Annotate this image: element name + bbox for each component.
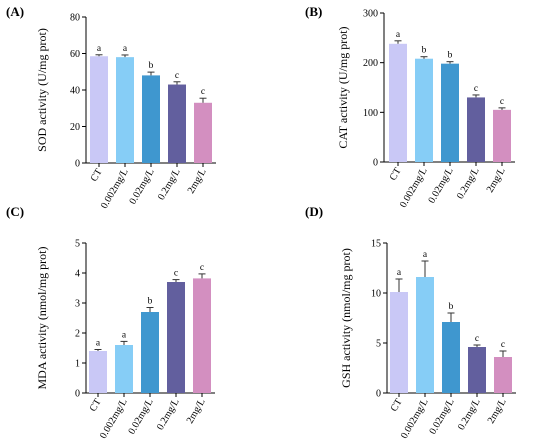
x-tick-label: 2mg/L (485, 166, 508, 195)
x-tick-label: 2mg/L (185, 397, 208, 426)
bar (467, 97, 485, 162)
y-axis-label: CAT activity (U/mg prot) (336, 26, 350, 148)
y-tick-label: 1 (75, 359, 80, 370)
panel-4: (D) GSH activity (nmol/mg prot) 0 5 10 15 a CT a… (305, 204, 516, 441)
x-tick-label: 0.2mg/L (156, 167, 183, 202)
panel-label: (B) (305, 4, 322, 19)
significance-label: c (201, 87, 205, 97)
panel-label: (C) (6, 204, 24, 219)
y-tick-label: 15 (371, 239, 381, 250)
x-tick-label: 0.02mg/L (426, 166, 455, 205)
y-tick-label: 60 (70, 49, 80, 60)
y-tick-label: 2 (75, 329, 80, 340)
y-axis-label: SOD activity (U/mg prot) (35, 28, 49, 152)
x-tick-label: 0.2mg/L (155, 397, 182, 432)
significance-label: c (500, 97, 504, 107)
significance-label: a (122, 330, 127, 340)
significance-label: a (97, 44, 102, 54)
significance-label: b (422, 46, 427, 56)
y-axis-label: GSH activity (nmol/mg prot) (339, 248, 353, 388)
x-tick-label: CT (388, 166, 404, 183)
y-tick-label: 5 (75, 239, 80, 250)
y-tick-label: 80 (70, 13, 80, 24)
significance-label: b (449, 302, 454, 312)
y-axis-label: MDA activity (nmol/mg prot) (35, 247, 49, 390)
y-tick-label: 5 (376, 339, 381, 350)
y-tick-label: 0 (75, 389, 80, 400)
bar (194, 102, 212, 163)
y-tick-label: 0 (373, 158, 378, 169)
significance-label: c (474, 84, 478, 94)
bar (89, 351, 107, 393)
x-tick-label: 0.2mg/L (455, 166, 482, 201)
x-tick-label: 0.02mg/L (427, 397, 456, 436)
significance-label: c (174, 269, 178, 279)
y-tick-label: 200 (363, 58, 378, 69)
y-tick-label: 10 (371, 289, 381, 300)
significance-label: b (148, 297, 153, 307)
significance-label: b (448, 51, 453, 61)
bar (168, 84, 186, 163)
x-tick-label: 2mg/L (186, 167, 209, 196)
bar (141, 312, 159, 393)
panel-3: (C) MDA activity (nmol/mg prot) 0 1 2 3 4 5 a CT a… (6, 204, 215, 441)
y-tick-label: 40 (70, 86, 80, 97)
bar (193, 278, 211, 393)
bar (390, 292, 408, 393)
bar (90, 56, 108, 163)
y-tick-label: 100 (363, 108, 378, 119)
panel-label: (D) (305, 204, 323, 219)
y-tick-label: 0 (376, 389, 381, 400)
y-tick-label: 20 (70, 122, 80, 133)
x-tick-label: 0.2mg/L (456, 397, 483, 432)
x-tick-label: 0.02mg/L (127, 167, 156, 206)
x-tick-label: CT (389, 397, 405, 414)
y-tick-label: 0 (75, 159, 80, 170)
bar (493, 109, 511, 162)
bar (142, 75, 160, 163)
significance-label: c (175, 71, 179, 81)
significance-label: c (200, 263, 204, 273)
bar (115, 345, 133, 393)
x-tick-label: 2mg/L (486, 397, 509, 426)
bar (416, 277, 434, 393)
panel-2: (B) CAT activity (U/mg prot) 0 100 200 300 a CT… (305, 4, 515, 210)
significance-label: a (96, 339, 101, 349)
bar (468, 347, 486, 393)
panel-label: (A) (6, 4, 24, 19)
bar (494, 357, 512, 393)
significance-label: a (123, 44, 128, 54)
y-tick-label: 300 (363, 9, 378, 20)
bar (442, 322, 460, 393)
significance-label: a (397, 268, 402, 278)
bar (116, 57, 134, 163)
panel-1: (A) SOD activity (U/mg prot) 0 20 40 60 80 a CT a… (6, 4, 216, 211)
x-tick-label: CT (88, 397, 104, 414)
x-tick-label: CT (89, 167, 105, 184)
significance-label: c (501, 340, 505, 350)
bar (441, 63, 459, 162)
bar (415, 58, 433, 163)
y-tick-label: 4 (75, 269, 80, 280)
significance-label: b (149, 61, 154, 71)
x-tick-label: 0.02mg/L (126, 397, 155, 436)
significance-label: a (396, 30, 401, 40)
bar (389, 43, 407, 162)
significance-label: c (475, 334, 479, 344)
bar (167, 282, 185, 393)
y-tick-label: 3 (75, 299, 80, 310)
significance-label: a (423, 250, 428, 260)
